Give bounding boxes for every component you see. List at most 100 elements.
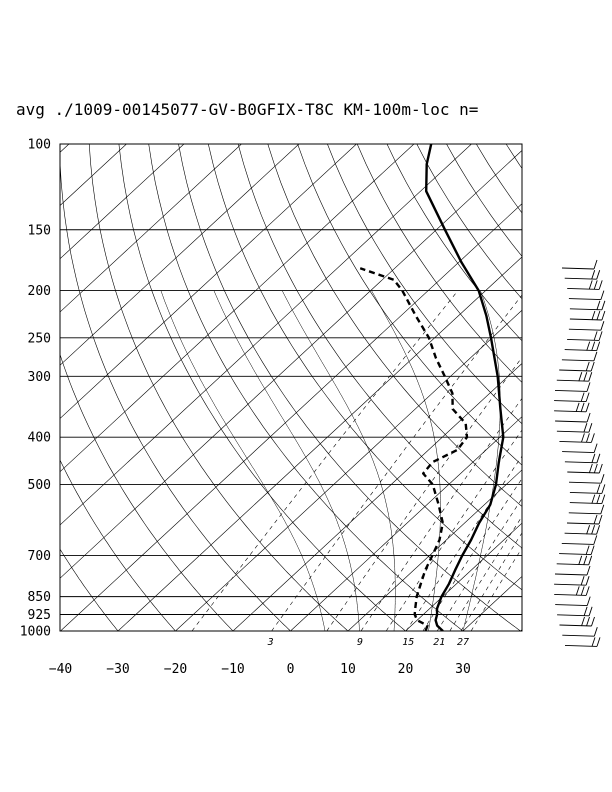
isotherm-line xyxy=(0,144,11,631)
temperature-tick-label: −20 xyxy=(164,662,187,677)
wind-barb xyxy=(569,300,606,311)
isotherm-line xyxy=(290,416,522,631)
dry-adiabat-line xyxy=(327,144,522,425)
dry-adiabat-line xyxy=(386,144,522,342)
pressure-tick-label: 925 xyxy=(28,608,51,623)
isotherm-line xyxy=(60,150,522,579)
pressure-tick-label: 100 xyxy=(28,138,51,153)
isotherm-line xyxy=(60,144,242,313)
wind-barb xyxy=(557,606,593,617)
wind-barb xyxy=(564,453,601,464)
dry-adiabat-line xyxy=(297,144,522,466)
wind-barb xyxy=(561,351,598,362)
pressure-tick-label: 400 xyxy=(28,431,51,446)
isotherm-line xyxy=(60,144,300,366)
wind-barb xyxy=(561,535,598,545)
mixing-ratio-line xyxy=(422,478,522,631)
dry-adiabat-line xyxy=(60,459,176,631)
chart-grid xyxy=(0,144,612,631)
wind-barb xyxy=(567,331,603,341)
mixing-ratio-line xyxy=(326,356,522,631)
dry-adiabat-line xyxy=(596,144,612,631)
dry-adiabat-line xyxy=(88,144,349,631)
mixing-ratio-label: 15 xyxy=(402,637,414,648)
wind-barb xyxy=(554,402,590,413)
wind-barb xyxy=(566,514,603,525)
dry-adiabat-line xyxy=(416,144,522,300)
chart-title: avg ./1009-00145077-GV-B0GFIX-T8C KM-100… xyxy=(16,100,478,119)
dry-adiabat-line xyxy=(267,144,522,507)
mixing-ratio-labels: 3 9 15 21 27 xyxy=(267,637,469,648)
wind-barb xyxy=(556,372,593,382)
wind-barb xyxy=(561,259,598,270)
wind-barb xyxy=(568,290,605,301)
mixing-ratio-line xyxy=(436,497,522,631)
wind-barb xyxy=(562,443,598,454)
pressure-tick-label: 300 xyxy=(28,370,51,385)
wind-barb xyxy=(556,423,593,433)
mixing-ratio-line xyxy=(449,515,522,631)
wind-barb xyxy=(559,433,595,443)
temperature-tick-label: −30 xyxy=(106,662,129,677)
wind-barb xyxy=(559,616,595,627)
moist-adiabat-line xyxy=(371,290,441,631)
isotherm-line xyxy=(60,144,415,473)
pressure-tick-label: 150 xyxy=(28,223,51,238)
dry-adiabat-line xyxy=(476,144,522,214)
isotherm-line xyxy=(60,203,522,631)
dry-adiabat-line xyxy=(446,144,522,257)
wind-barb xyxy=(562,627,598,637)
wind-barb xyxy=(564,341,601,352)
isotherm-line xyxy=(60,144,472,526)
isotherm-line xyxy=(60,144,127,206)
wind-barb xyxy=(556,555,593,566)
wind-barb xyxy=(568,474,605,484)
wind-barb xyxy=(568,504,605,515)
wind-barb xyxy=(555,596,591,607)
pressure-axis: 100 150 200 250 300 400 500 700 850 925 1000 xyxy=(20,138,51,640)
moist-adiabat-line xyxy=(213,290,360,631)
isotherm-line xyxy=(60,144,357,419)
isotherm-line xyxy=(578,144,612,631)
wind-barb xyxy=(564,637,601,647)
mixing-ratio-line xyxy=(470,547,522,631)
mixing-ratio-label: 9 xyxy=(357,637,363,648)
temperature-tick-label: 0 xyxy=(287,662,295,677)
temperature-tick-label: −10 xyxy=(221,662,244,677)
pressure-tick-label: 700 xyxy=(28,549,51,564)
isotherm-line xyxy=(520,629,522,631)
pressure-tick-label: 1000 xyxy=(20,625,51,640)
temperature-tick-label: 10 xyxy=(340,662,356,677)
dry-adiabat-line xyxy=(178,144,521,631)
dry-adiabat-line xyxy=(566,144,612,631)
wind-barb xyxy=(554,586,590,596)
wind-barb xyxy=(567,280,603,290)
mixing-ratio-label: 27 xyxy=(457,637,469,648)
wind-barb xyxy=(567,463,603,474)
moist-adiabat-line xyxy=(160,290,326,631)
pressure-tick-label: 500 xyxy=(28,478,51,493)
pressure-tick-label: 850 xyxy=(28,590,51,605)
wind-barb xyxy=(555,412,591,423)
temperature-line xyxy=(425,144,505,631)
mixing-ratio-label: 21 xyxy=(433,637,445,648)
wind-barb xyxy=(568,321,605,331)
isotherm-line xyxy=(232,362,522,631)
mixing-ratio-line xyxy=(385,429,522,631)
dry-adiabat-line xyxy=(60,152,291,631)
isotherm-line xyxy=(117,256,522,631)
wind-barbs xyxy=(554,259,606,647)
mixing-ratio-line xyxy=(271,294,522,631)
dry-adiabat-line xyxy=(118,144,406,631)
mixing-ratio-line xyxy=(191,290,459,631)
moist-adiabat-line xyxy=(281,290,396,631)
wind-barb xyxy=(554,392,590,403)
dry-adiabat-line xyxy=(148,144,464,631)
plot-frame xyxy=(59,143,523,632)
dry-adiabat-line xyxy=(60,548,119,631)
temperature-tick-label: −40 xyxy=(49,662,72,677)
dry-adiabat-line xyxy=(356,144,522,383)
isotherm-line xyxy=(405,522,522,631)
wind-barb xyxy=(559,545,595,556)
